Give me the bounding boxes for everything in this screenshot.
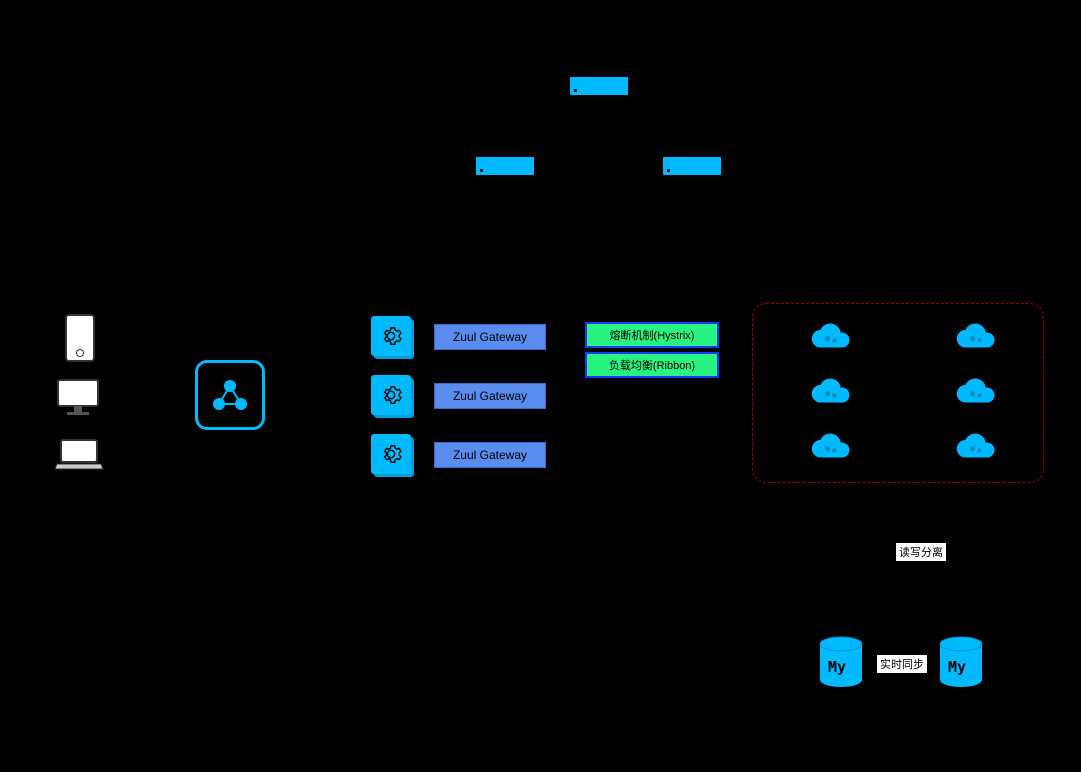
db-cylinder: My	[938, 636, 984, 688]
register-service-label: 注册服务	[760, 172, 808, 189]
master-write-label: 主库（写）	[813, 694, 868, 710]
gear-icon	[380, 443, 402, 465]
ribbon-box: 负载均衡(Ribbon)	[585, 352, 719, 378]
eureka-node	[663, 157, 721, 175]
desktop-icon	[55, 378, 101, 418]
service-cloud-icon	[955, 432, 997, 462]
register-label: 注册	[586, 148, 610, 165]
zuul-gateway-box: Zuul Gateway	[434, 324, 546, 350]
register-label: 注册	[515, 105, 539, 122]
db-cylinder: My	[818, 636, 864, 688]
zuul-gateway-box: Zuul Gateway	[434, 383, 546, 409]
laptop-icon	[53, 438, 105, 472]
db-my-label: My	[948, 658, 966, 676]
service-cloud-icon	[955, 377, 997, 407]
service-cluster-right-label: 服务集群	[1014, 355, 1031, 411]
service-cloud-icon	[810, 377, 852, 407]
feign-label: feign	[888, 372, 912, 384]
get-list-label: 获取服务列表	[700, 230, 772, 247]
hystrix-box: 熔断机制(Hystrix)	[585, 322, 719, 348]
nginx-title: 应用Nginx	[198, 340, 260, 359]
master-write-label: 主库（写）	[933, 694, 988, 710]
register-service-label: 注册服务	[395, 192, 443, 209]
mobile-icon	[65, 314, 95, 362]
zuul-gateway-box: Zuul Gateway	[434, 442, 546, 468]
zuul-gear-box	[371, 434, 411, 474]
zuul-gear-box	[371, 316, 411, 356]
eureka-node	[570, 77, 628, 95]
biz-title: 业务服务集群	[917, 280, 995, 299]
db-title: DB服务集群	[750, 580, 821, 599]
eureka-node	[476, 157, 534, 175]
service-cloud-icon	[955, 322, 997, 352]
service-cloud-icon	[810, 322, 852, 352]
rw-split-label: 读写分离	[895, 542, 947, 562]
db-my-label: My	[828, 658, 846, 676]
realtime-sync-label: 实时同步	[876, 654, 928, 674]
gear-icon	[380, 384, 402, 406]
nginx-box	[195, 360, 265, 430]
zuul-title: 路由网关／zuul集群	[409, 288, 526, 307]
gear-icon	[380, 325, 402, 347]
register-label: 注册	[660, 105, 684, 122]
eureka-title: 注册中心集群／eureka	[540, 38, 683, 58]
service-cloud-icon	[810, 432, 852, 462]
zuul-gear-box	[371, 375, 411, 415]
biz-cluster-box	[752, 303, 1044, 483]
loadbalancer-icon	[208, 373, 252, 417]
get-list-label: 获取服务列表	[393, 254, 465, 271]
service-cluster-left-label: 服务集群	[770, 355, 787, 411]
